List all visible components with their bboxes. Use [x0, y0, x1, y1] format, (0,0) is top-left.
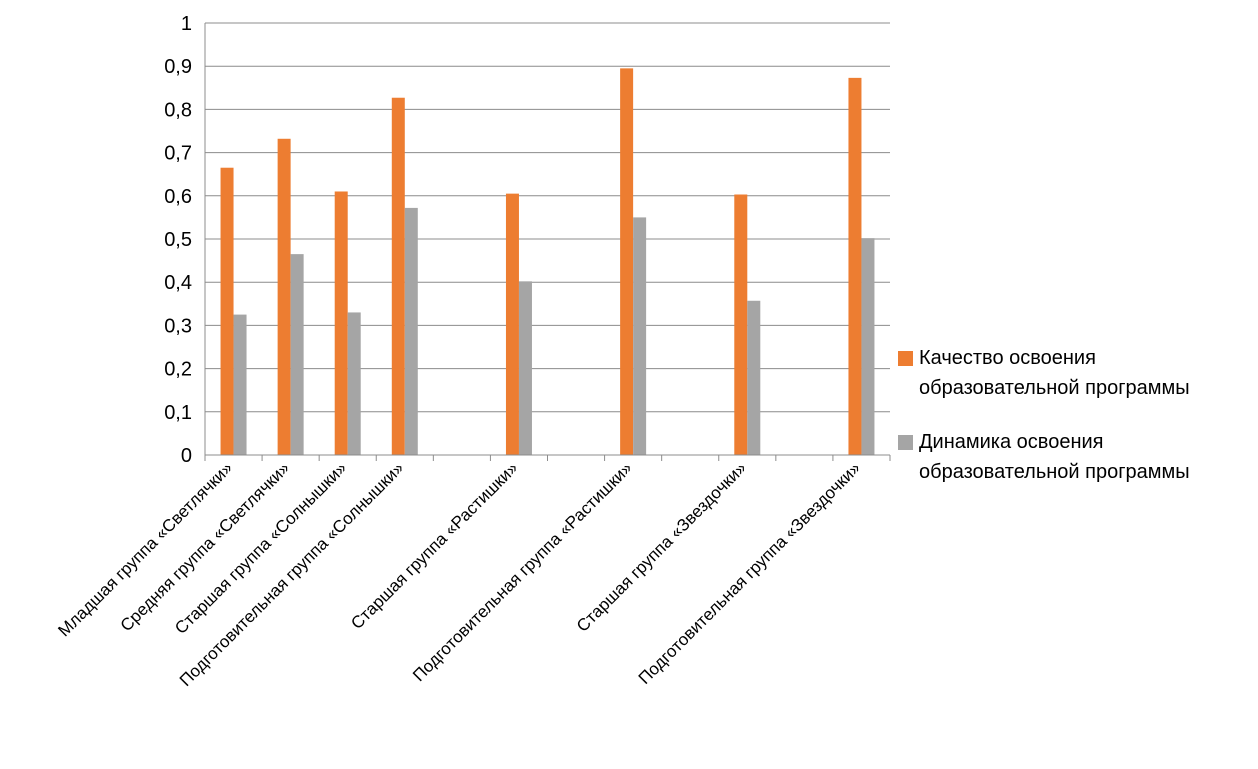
bar-quality — [734, 194, 748, 455]
bar-dynamics — [633, 217, 647, 455]
bars — [220, 68, 875, 456]
y-tick-label: 0,5 — [164, 229, 192, 251]
bar-quality — [220, 167, 234, 455]
y-tick-label: 0,3 — [164, 315, 192, 337]
bar-dynamics — [233, 314, 247, 455]
bar-quality — [391, 97, 405, 456]
legend-label-quality: Качество освоения образовательной програ… — [919, 347, 1190, 399]
y-tick-label: 1 — [181, 13, 192, 35]
y-axis-ticks: 0 0,1 0,2 0,3 0,4 0,5 0,6 0,7 0,8 0,9 1 — [164, 13, 192, 467]
bar-dynamics — [290, 254, 304, 455]
legend-item-quality: Качество освоения образовательной програ… — [898, 343, 1258, 403]
y-tick-label: 0,7 — [164, 143, 192, 165]
x-axis-labels: Младшая группа «Светлячки»Средняя группа… — [54, 458, 864, 690]
gridlines — [204, 22, 890, 456]
legend-item-dynamics: Динамика освоения образовательной програ… — [898, 427, 1258, 487]
y-tick-label: 0,8 — [164, 99, 192, 121]
y-tick-label: 0,6 — [164, 186, 192, 208]
bar-quality — [277, 138, 291, 455]
bar-quality — [620, 68, 634, 456]
y-tick-label: 0,4 — [164, 272, 192, 294]
x-category-label: Подготовительная группа «Звездочки» — [635, 458, 865, 688]
y-tick-label: 0,2 — [164, 359, 192, 381]
bar-dynamics — [404, 207, 418, 455]
x-axis — [204, 454, 891, 461]
bar-dynamics — [347, 312, 361, 455]
bar-dynamics — [518, 281, 532, 455]
bar-quality — [505, 193, 519, 455]
bar-quality — [848, 77, 862, 455]
y-tick-label: 0 — [181, 445, 192, 467]
bar-quality — [334, 191, 348, 456]
legend: Качество освоения образовательной програ… — [898, 343, 1258, 511]
y-tick-label: 0,1 — [164, 402, 192, 424]
legend-swatch-quality — [898, 351, 913, 366]
x-category-label: Подготовительная группа «Растишки» — [409, 458, 636, 685]
legend-swatch-dynamics — [898, 435, 913, 450]
bar-dynamics — [861, 238, 875, 455]
bar-dynamics — [747, 300, 761, 455]
legend-label-dynamics: Динамика освоения образовательной програ… — [919, 431, 1190, 483]
y-tick-label: 0,9 — [164, 56, 192, 78]
